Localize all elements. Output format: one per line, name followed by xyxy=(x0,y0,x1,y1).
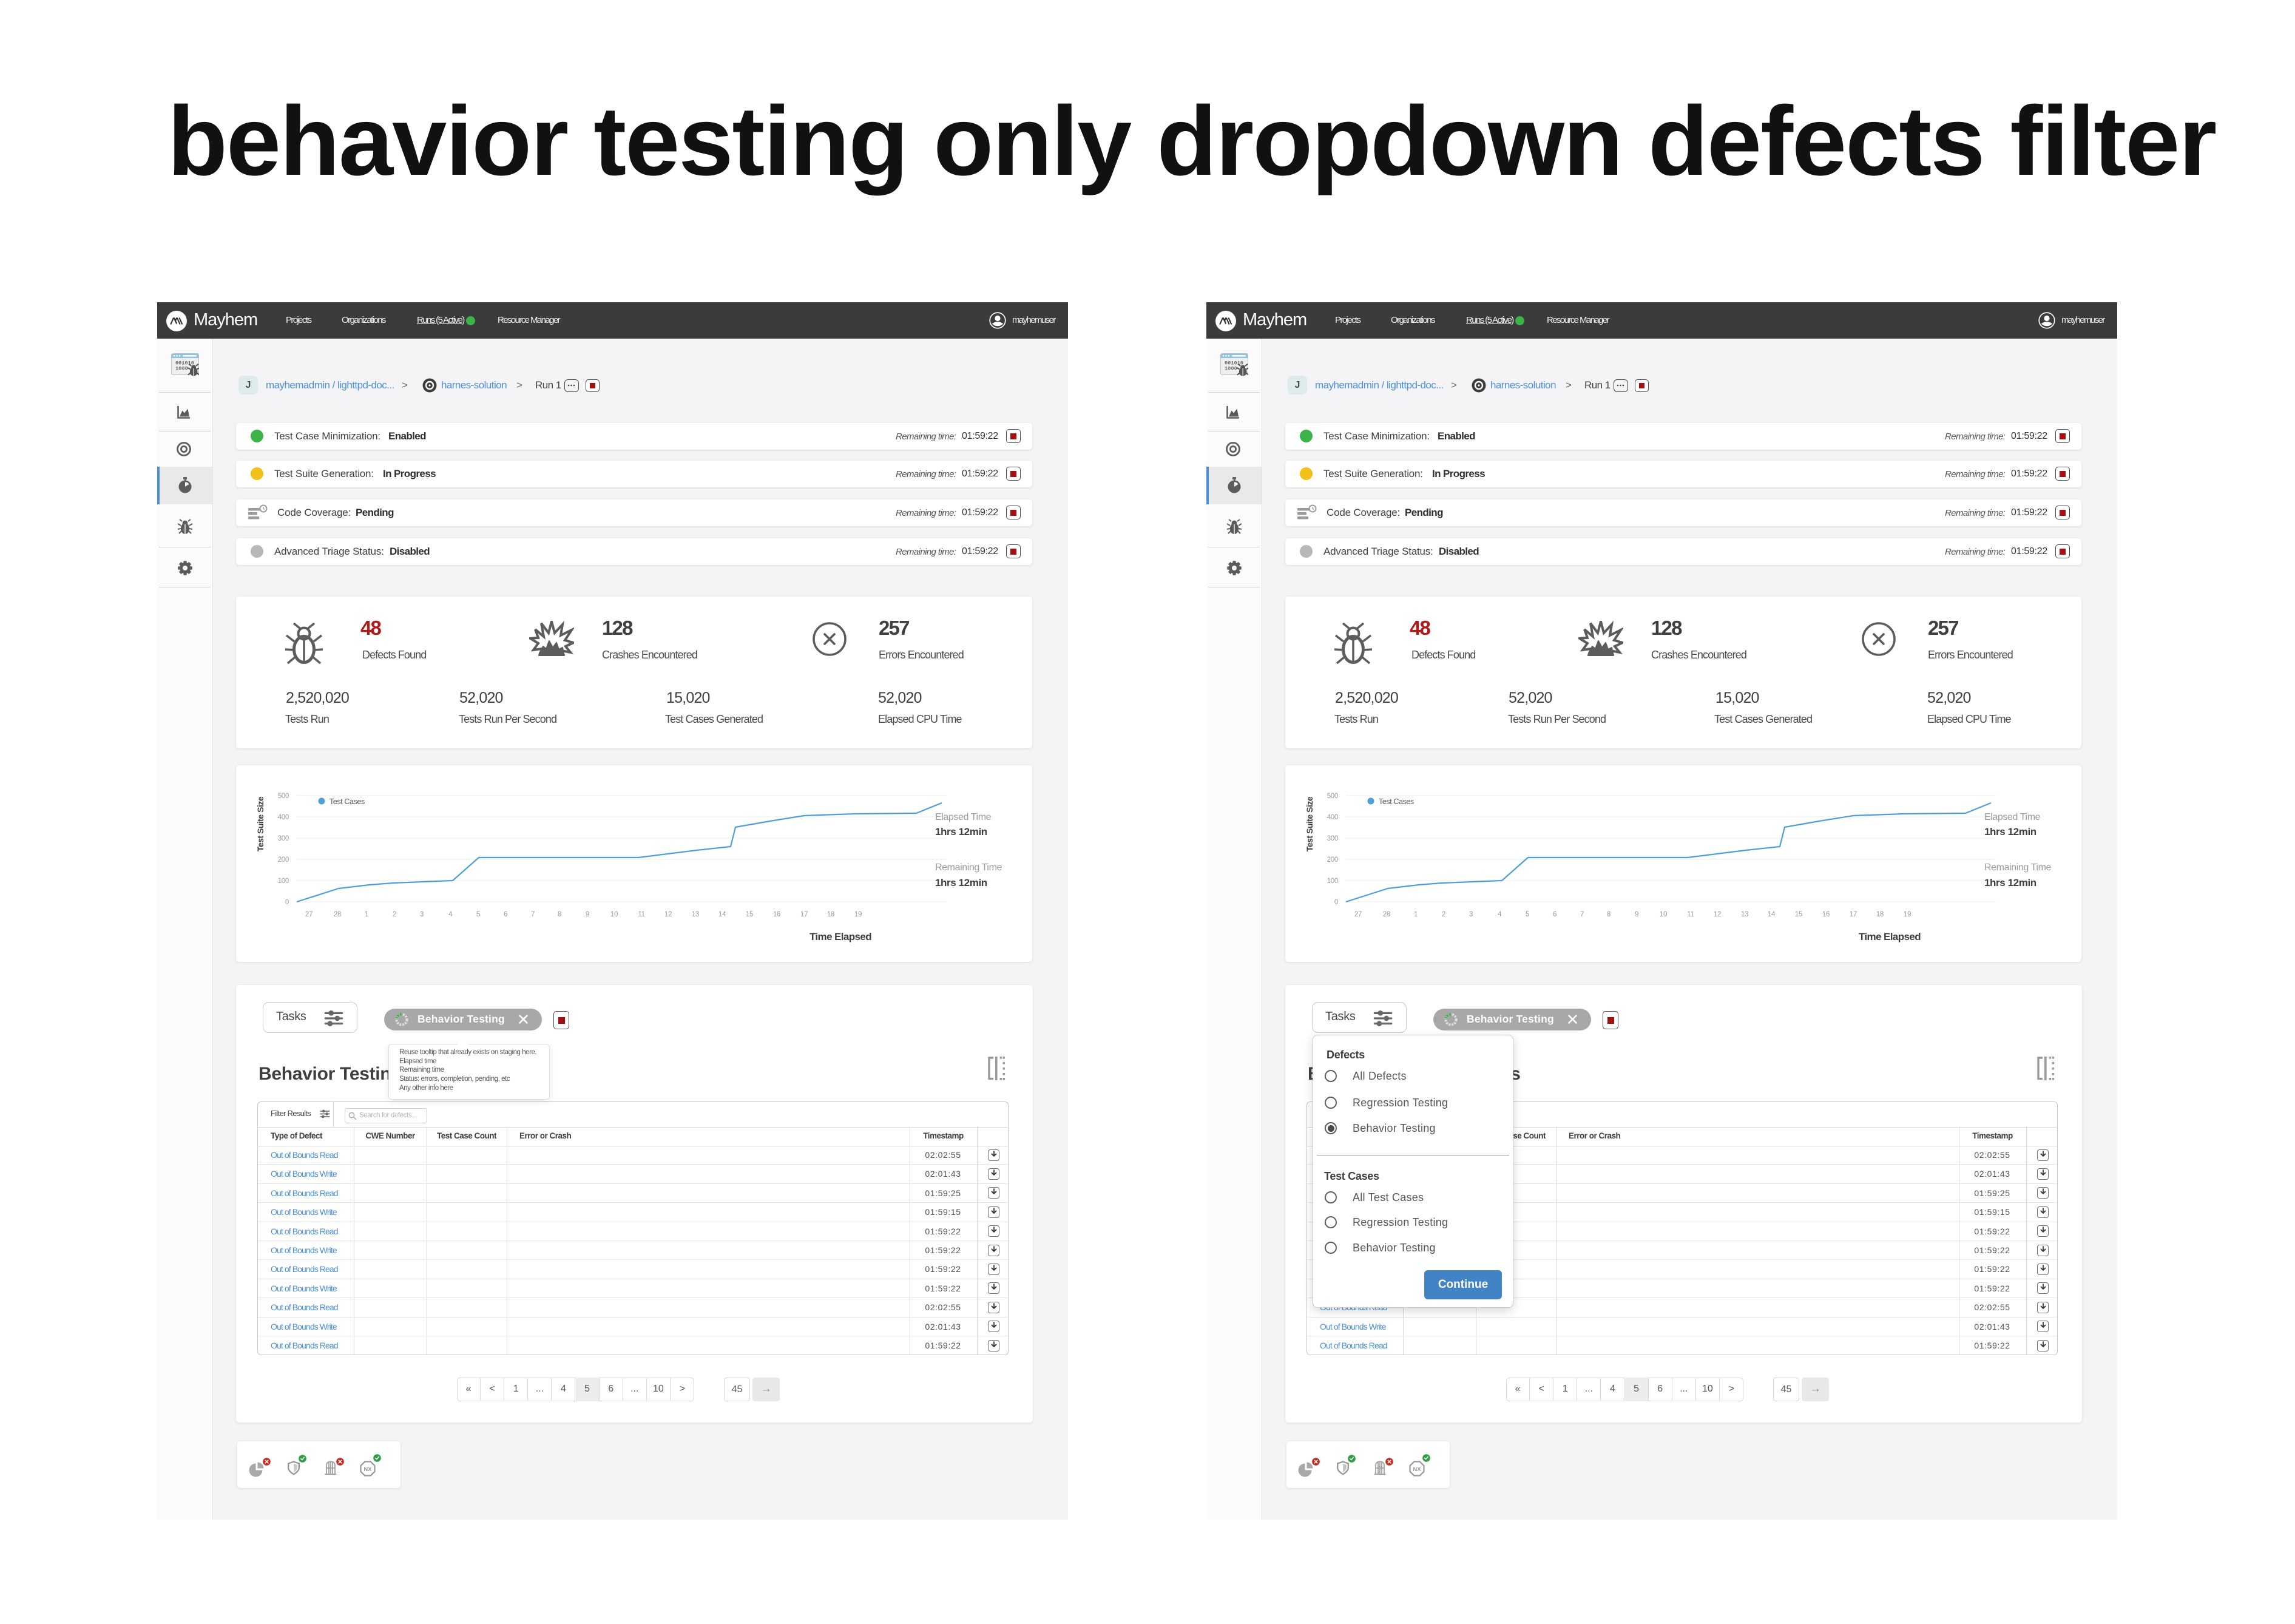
svg-text:7: 7 xyxy=(531,911,535,918)
svg-text:1000: 1000 xyxy=(1225,366,1237,372)
svg-text:5: 5 xyxy=(1526,911,1529,918)
svg-text:2: 2 xyxy=(1442,911,1445,918)
svg-text:9: 9 xyxy=(1635,911,1638,918)
svg-text:Time Elapsed: Time Elapsed xyxy=(1859,931,1921,942)
svg-text:27: 27 xyxy=(1354,911,1362,918)
svg-text:27: 27 xyxy=(305,911,313,918)
svg-text:10: 10 xyxy=(610,911,618,918)
svg-text:17: 17 xyxy=(1850,911,1857,918)
svg-text:13: 13 xyxy=(692,911,699,918)
svg-text:10: 10 xyxy=(1660,911,1667,918)
svg-text:5: 5 xyxy=(476,911,480,918)
svg-text:3: 3 xyxy=(1469,911,1473,918)
svg-text:14: 14 xyxy=(1768,911,1776,918)
svg-text:15: 15 xyxy=(1795,911,1802,918)
svg-text:18: 18 xyxy=(1876,911,1884,918)
svg-text:16: 16 xyxy=(773,911,780,918)
svg-text:16: 16 xyxy=(1822,911,1830,918)
svg-text:Test Cases: Test Cases xyxy=(330,797,365,806)
svg-text:0: 0 xyxy=(1334,899,1338,906)
svg-text:3: 3 xyxy=(420,911,424,918)
svg-text:001010: 001010 xyxy=(175,360,194,367)
svg-text:19: 19 xyxy=(1904,911,1911,918)
svg-text:4: 4 xyxy=(1498,911,1502,918)
svg-text:6: 6 xyxy=(1553,911,1556,918)
svg-text:300: 300 xyxy=(1327,835,1338,842)
svg-text:6: 6 xyxy=(504,911,507,918)
svg-text:11: 11 xyxy=(638,911,644,918)
svg-text:15: 15 xyxy=(746,911,753,918)
svg-text:8: 8 xyxy=(1607,911,1611,918)
svg-text:1: 1 xyxy=(365,911,368,918)
svg-text:12: 12 xyxy=(1714,911,1721,918)
svg-text:2: 2 xyxy=(393,911,396,918)
svg-text:200: 200 xyxy=(278,856,289,864)
svg-text:Test Suite Size: Test Suite Size xyxy=(1305,796,1314,851)
svg-text:14: 14 xyxy=(718,911,726,918)
svg-text:11: 11 xyxy=(1687,911,1694,918)
svg-text:7: 7 xyxy=(1580,911,1584,918)
svg-text:NX: NX xyxy=(363,1466,372,1473)
svg-text:100: 100 xyxy=(278,878,289,885)
svg-text:18: 18 xyxy=(827,911,834,918)
svg-text:400: 400 xyxy=(278,814,289,821)
svg-text:100: 100 xyxy=(1327,878,1338,885)
svg-text:001010: 001010 xyxy=(1225,360,1243,367)
svg-text:500: 500 xyxy=(278,793,289,800)
svg-text:1000: 1000 xyxy=(175,366,188,372)
svg-text:300: 300 xyxy=(278,835,289,842)
svg-text:9: 9 xyxy=(586,911,589,918)
svg-text:Test Suite Size: Test Suite Size xyxy=(255,796,265,851)
svg-text:Test Cases: Test Cases xyxy=(1379,797,1414,806)
svg-text:28: 28 xyxy=(334,911,341,918)
svg-text:NX: NX xyxy=(1413,1466,1421,1473)
svg-text:200: 200 xyxy=(1327,856,1338,864)
svg-text:19: 19 xyxy=(854,911,862,918)
svg-text:Time Elapsed: Time Elapsed xyxy=(810,931,871,942)
svg-text:17: 17 xyxy=(800,911,808,918)
svg-text:1: 1 xyxy=(1414,911,1418,918)
svg-text:0: 0 xyxy=(285,899,289,906)
svg-text:400: 400 xyxy=(1327,814,1338,821)
svg-text:28: 28 xyxy=(1383,911,1390,918)
svg-text:4: 4 xyxy=(448,911,453,918)
svg-text:12: 12 xyxy=(664,911,672,918)
svg-text:13: 13 xyxy=(1741,911,1748,918)
svg-text:500: 500 xyxy=(1327,793,1338,800)
svg-text:8: 8 xyxy=(558,911,561,918)
